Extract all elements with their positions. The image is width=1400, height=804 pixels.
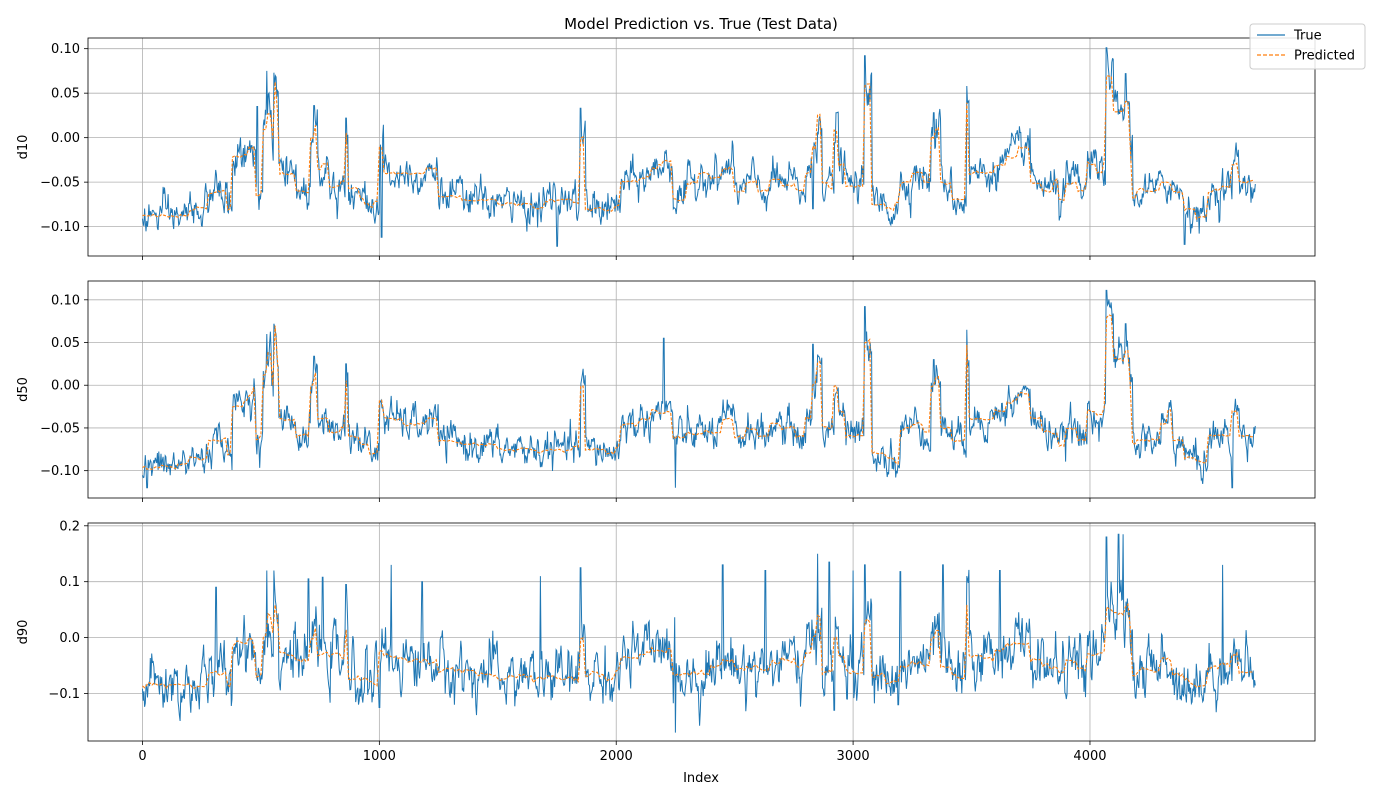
x-tick-label: 0: [138, 749, 146, 764]
x-tick-label: 2000: [600, 749, 633, 764]
x-axis-label: Index: [683, 771, 719, 786]
y-tick-label: −0.05: [40, 176, 80, 191]
x-tick-label: 4000: [1073, 749, 1106, 764]
series-predicted-d90: [142, 602, 1254, 690]
y-tick-label: 0.05: [51, 336, 80, 351]
panel-d90: −0.1 0.0 0.1 0.2 0 1000 2000 3000 4000 d90: [16, 519, 1316, 764]
series-true-d10: [142, 47, 1256, 247]
y-tick-label: 0.00: [51, 131, 80, 146]
x-tick-label: 3000: [837, 749, 870, 764]
y-tick-label: 0.00: [51, 379, 80, 394]
y-tick-label: −0.05: [40, 421, 80, 436]
series-predicted-d10: [142, 75, 1254, 220]
plot-area: [88, 523, 1315, 741]
series-predicted-d50: [142, 314, 1254, 471]
y-tick-label: 0.10: [51, 293, 80, 308]
y-tick-label: −0.10: [40, 220, 80, 235]
y-tick-label: −0.1: [48, 687, 80, 702]
y-axis-label-d10: d10: [16, 135, 31, 160]
y-tick-label: 0.0: [59, 631, 80, 646]
axes-frame: [87, 280, 1316, 499]
panel-d10: −0.10 −0.05 0.00 0.05 0.10 d10: [16, 37, 1316, 260]
y-axis-label-d90: d90: [16, 620, 31, 645]
y-tick-label: 0.05: [51, 87, 80, 102]
panel-d50: −0.10 −0.05 0.00 0.05 0.10 d50: [16, 280, 1316, 502]
series-true-d90: [142, 533, 1256, 733]
chart-title: Model Prediction vs. True (Test Data): [564, 15, 838, 33]
series-true-d50: [142, 289, 1256, 489]
legend: True Predicted: [1249, 23, 1366, 70]
axes-frame: [87, 522, 1316, 742]
y-tick-label: −0.10: [40, 464, 80, 479]
legend-label-predicted: Predicted: [1294, 49, 1355, 64]
legend-label-true: True: [1293, 29, 1322, 44]
plot-area: [88, 38, 1315, 256]
y-axis-label-d50: d50: [16, 377, 31, 402]
y-tick-label: 0.10: [51, 42, 80, 57]
x-tick-label: 1000: [363, 749, 396, 764]
y-tick-label: 0.2: [59, 519, 80, 534]
y-tick-label: 0.1: [59, 575, 80, 590]
axes-frame: [87, 37, 1316, 257]
plot-area: [88, 281, 1315, 498]
